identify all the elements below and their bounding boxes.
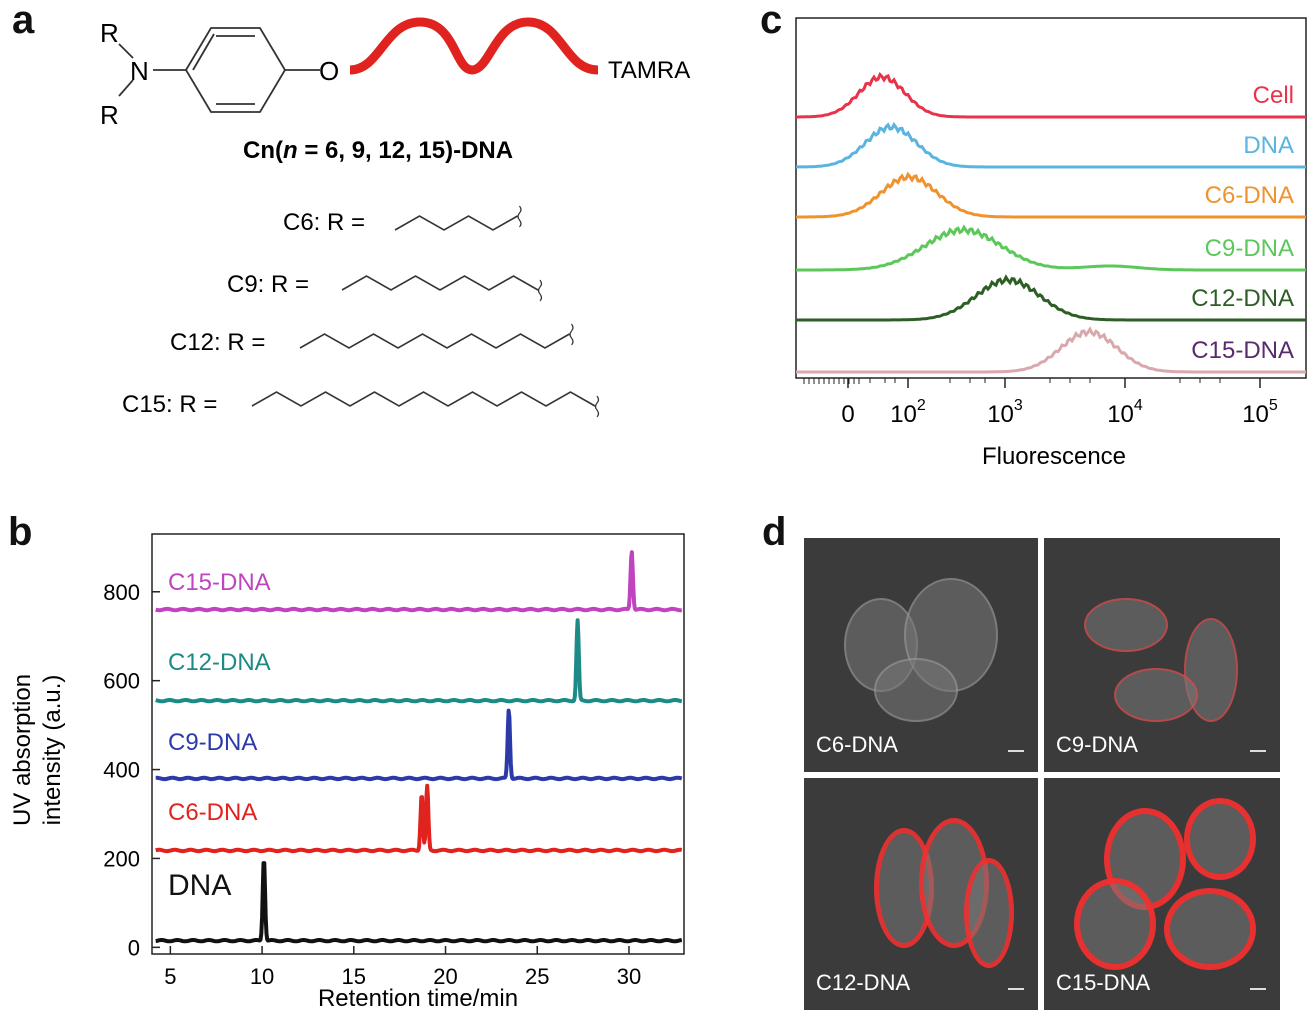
histogram-label-cell: Cell [1253, 82, 1294, 109]
scale-bar [1250, 750, 1266, 752]
micrograph-label: C9-DNA [1056, 732, 1138, 757]
series-label-c12-dna: C12-DNA [168, 649, 271, 676]
x-tick-label: 0 [841, 401, 854, 428]
histogram-c15-dna [796, 326, 1306, 374]
series-label-c9-dna: C9-DNA [168, 729, 257, 756]
y-tick-label: 600 [103, 669, 140, 694]
x-tick-label: 103 [987, 397, 1023, 428]
wavy-bond [594, 395, 600, 418]
x-tick-label: 5 [164, 964, 176, 989]
histogram-label-c6-dna: C6-DNA [1205, 182, 1294, 209]
histogram-dna [795, 121, 1306, 169]
series-line-c6-dna [154, 783, 684, 854]
series-label-c15-dna: C15-DNA [168, 569, 271, 596]
micrograph-c6-dna: C6-DNA [804, 538, 1038, 772]
hplc-series: DNA C6-DNA C9-DNA C12-DNA C15-DNA [154, 550, 684, 944]
x-tick-label: 30 [617, 964, 641, 989]
alkyl-chain-c12 [299, 333, 570, 349]
dna-strand-wave [349, 17, 599, 75]
hplc-x-ticks: 5 10 15 20 25 30 [164, 946, 641, 989]
hplc-x-axis-title: Retention time/min [318, 985, 518, 1012]
cell-shape [1084, 598, 1168, 652]
histogram-label-c9-dna: C9-DNA [1205, 235, 1294, 262]
micrograph-label: C6-DNA [816, 732, 898, 757]
atom-o: O [319, 56, 339, 86]
flow-plot-frame [795, 17, 1307, 379]
histogram-c12-dna [796, 274, 1306, 322]
x-tick-label: 10 [250, 964, 274, 989]
atom-r-top: R [100, 18, 119, 48]
series-line-c12-dna [154, 618, 684, 704]
series-label-dna: DNA [168, 869, 231, 902]
panel-letter-b: b [8, 510, 33, 554]
chain-label-c6: C6: R = [283, 209, 365, 236]
histogram-c9-dna [796, 224, 1306, 272]
micrograph-c15-dna: C15-DNA [1044, 778, 1280, 1010]
histogram-label-c12-dna: C12-DNA [1191, 285, 1294, 312]
flow-x-axis-title: Fluorescence [982, 443, 1126, 470]
y-tick-label: 200 [103, 846, 140, 871]
structure-title: Cn(n = 6, 9, 12, 15)-DNA [243, 137, 513, 164]
panel-letter-d: d [762, 510, 787, 554]
micrograph-label: C15-DNA [1056, 970, 1151, 995]
flow-x-axis: 0 102 103 104 105 [803, 378, 1278, 428]
attachment-wavy-bonds [517, 205, 600, 418]
y-tick-label: 800 [103, 580, 140, 605]
flow-cytometry-chart: Cell DNA C6-DNA C9-DNA C12-DNA C15-DNA 0 102 10… [795, 17, 1307, 470]
hplc-y-ticks: 0 200 400 600 800 [103, 580, 160, 960]
cell-shape [1164, 888, 1256, 970]
series-line-c9-dna [154, 708, 684, 782]
cell-shape [1184, 798, 1256, 880]
alkyl-chain-c9 [341, 275, 539, 291]
micrograph-c9-dna: C9-DNA [1044, 538, 1280, 772]
hplc-chart: 5 10 15 20 25 30 0 200 400 600 800 DNA C6-DNA C9-DN… [9, 533, 685, 1012]
x-tick-label: 25 [525, 964, 549, 989]
histogram-label-dna: DNA [1243, 132, 1294, 159]
wavy-bond [537, 279, 543, 302]
x-tick-label: 102 [890, 397, 926, 428]
x-tick-label: 105 [1242, 397, 1278, 428]
panel-letter-a: a [12, 0, 35, 42]
chain-label-c12: C12: R = [170, 329, 265, 356]
hplc-plot-frame [151, 533, 685, 955]
micrograph-label: C12-DNA [816, 970, 911, 995]
panel-a-structure: R N R O TAMRA Cn(n = 6, 9, 12, 15)-DNA C… [100, 17, 690, 418]
chain-label-c9: C9: R = [227, 271, 309, 298]
cell-shape [1114, 668, 1198, 722]
x-tick-label: 104 [1107, 397, 1143, 428]
histogram-c6-dna [796, 171, 1306, 219]
scale-bar [1008, 750, 1024, 752]
series-line-dna [154, 861, 684, 944]
tamra-label: TAMRA [608, 57, 690, 84]
y-tick-label: 400 [103, 758, 140, 783]
hplc-y-axis-title-line2: intensity (a.u.) [39, 675, 66, 826]
histogram-cell [796, 71, 1306, 119]
flow-histograms: Cell DNA C6-DNA C9-DNA C12-DNA C15-DNA [795, 71, 1306, 374]
atom-n: N [130, 56, 149, 86]
x-tick-label: 20 [433, 964, 457, 989]
benzene-ring [118, 27, 320, 113]
chain-label-c15: C15: R = [122, 391, 217, 418]
cell-shape [874, 658, 958, 722]
wavy-bond [569, 323, 574, 346]
histogram-label-c15-dna: C15-DNA [1191, 337, 1294, 364]
wavy-bond [517, 205, 522, 228]
x-tick-label: 15 [342, 964, 366, 989]
alkyl-chain-c15 [251, 391, 596, 407]
series-line-c15-dna [154, 550, 684, 613]
cell-shape [964, 858, 1014, 968]
series-label-c6-dna: C6-DNA [168, 799, 257, 826]
micrograph-c12-dna: C12-DNA [804, 778, 1038, 1010]
scale-bar [1008, 988, 1024, 990]
alkyl-chain-c6 [394, 215, 518, 231]
y-tick-label: 0 [128, 935, 140, 960]
scale-bar [1250, 988, 1266, 990]
cell-shape [1074, 878, 1156, 970]
panel-letter-c: c [760, 0, 783, 42]
hplc-y-axis-title-line1: UV absorption [9, 674, 36, 826]
atom-r-bottom: R [100, 100, 119, 130]
